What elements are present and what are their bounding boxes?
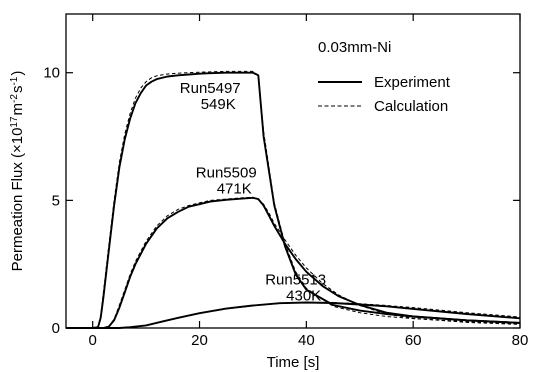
legend-label-experiment: Experiment (374, 74, 451, 91)
y-title-part-times: × (9, 144, 26, 153)
series-line-run5497-calculation (66, 70, 521, 329)
y-title-part-s: s (9, 86, 26, 94)
annotation-temperature: 430K (286, 288, 321, 305)
y-axis-title: Permeation Flux (×1017m-2s-1) (9, 71, 27, 272)
series-line-run5513-experiment (66, 301, 521, 329)
plot-frame (65, 13, 521, 329)
y-title-part-exp1: 17 (9, 116, 20, 128)
y-tick-label: 5 (52, 192, 60, 209)
y-title-part-base: 10 (9, 128, 26, 145)
annotation-run: Run5513 (265, 272, 326, 289)
series-layer (66, 70, 521, 329)
y-tick-label: 0 (52, 320, 60, 337)
y-tick-label: 10 (43, 65, 60, 82)
y-title-part-quantity: Permeation Flux ( (9, 153, 26, 271)
series-line-run5509-experiment (66, 196, 521, 329)
series-line-run5513-calculation (66, 302, 521, 329)
legend: 0.03mm-Ni Experiment Calculation (318, 39, 451, 115)
x-axis-title: Time [s] (267, 354, 320, 371)
legend-label-calculation: Calculation (374, 98, 448, 115)
annotation-temperature: 471K (217, 180, 252, 197)
legend-header: 0.03mm-Ni (318, 39, 391, 56)
y-title-part-exp3: -1 (9, 76, 20, 85)
x-tick-label: 80 (512, 332, 529, 349)
ticks-layer (66, 14, 521, 329)
y-title-part-m: m (9, 103, 26, 116)
x-tick-label: 60 (405, 332, 422, 349)
x-tick-label: 0 (89, 332, 97, 349)
annotation-run: Run5509 (196, 164, 257, 181)
y-title-part-exp2: -2 (9, 94, 20, 103)
annotation-temperature: 549K (201, 96, 236, 113)
y-title-part-close: ) (9, 71, 26, 76)
x-tick-label: 20 (191, 332, 208, 349)
series-line-run5509-calculation (66, 196, 521, 329)
x-tick-label: 40 (298, 332, 315, 349)
annotation-run: Run5497 (180, 80, 241, 97)
